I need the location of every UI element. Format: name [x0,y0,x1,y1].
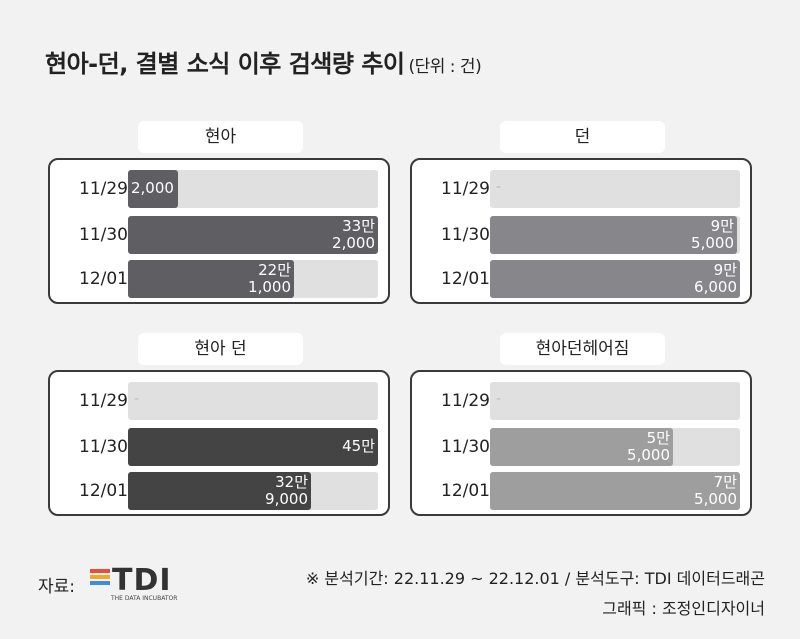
title-main: 현아-던, 결별 소식 이후 검색량 추이 [45,50,405,78]
bar-track: 45만 [128,428,378,466]
data-label: 33만 2,000 [332,218,375,252]
data-label: - [496,391,502,407]
category-label: 11/29 [79,391,128,411]
category-label: 11/29 [441,391,490,411]
bar-track: 22만 1,000 [128,260,378,298]
bar-track: - [490,382,740,420]
bar [490,428,673,466]
chart-row: 11/29- [412,382,750,420]
chart-row: 12/01 22만 1,000 [50,260,388,298]
chart-row: 12/01 9만 6,000 [412,260,750,298]
panel-title: 현아 [138,121,303,153]
data-label: 7만 5,000 [694,474,737,508]
panel-title: 던 [500,121,665,153]
chart-row: 11/29 2,000 [50,170,388,208]
chart-panel: 11/29-11/30 5만 5,000 12/01 7만 5,000 [410,370,752,516]
data-label: - [134,391,140,407]
bar-track: 2,000 [128,170,378,208]
bar-track: 7만 5,000 [490,472,740,510]
data-label: 22만 1,000 [248,262,291,296]
chart-row: 11/29- [412,170,750,208]
source-label: 자료: [38,577,76,597]
bar [128,428,378,466]
chart-row: 12/01 32만 9,000 [50,472,388,510]
category-label: 12/01 [441,269,490,289]
data-label-line: 5만 [646,429,670,447]
category-label: 11/29 [441,179,490,199]
bar-track: - [128,382,378,420]
panel-title: 현아 던 [138,333,303,365]
bar-track: 9만 5,000 [490,216,740,254]
data-label-line: 33만 [342,217,375,235]
bar-track: 33만 2,000 [128,216,378,254]
chart-panel: 11/29- 11/30 45만 12/01 32만 9,000 [48,370,390,516]
title-unit: (단위 : 건) [408,57,482,77]
data-label-line: 32만 [275,473,308,491]
bar-track: 32만 9,000 [128,472,378,510]
data-label-line: 6,000 [694,278,737,296]
data-label: - [496,179,502,195]
bar [128,472,311,510]
bar [128,216,378,254]
data-label-line: 5,000 [627,446,670,464]
data-label-line: 22만 [258,261,291,279]
panel-title: 현아던헤어짐 [500,333,665,365]
data-label: 2,000 [131,180,174,197]
analysis-note: ※ 분석기간: 22.11.29 ~ 22.12.01 / 분석도구: TDI … [305,569,765,588]
category-label: 11/30 [79,225,128,245]
chart-row: 12/01 7만 5,000 [412,472,750,510]
chart-row: 11/30 33만 2,000 [50,216,388,254]
logo-subtitle: THE DATA INCUBATOR [111,595,178,602]
bar [490,260,740,298]
chart-row: 11/30 45만 [50,428,388,466]
data-label-line: 5,000 [694,490,737,508]
chart-row: 11/29- [50,382,388,420]
chart-panel: 11/29 2,000 11/30 33만 2,000 12/01 22만 1,000 [48,158,390,304]
bar [128,170,178,208]
category-label: 12/01 [79,481,128,501]
bar-track: 9만 6,000 [490,260,740,298]
category-label: 11/30 [441,225,490,245]
bar-track: 5만 5,000 [490,428,740,466]
logo-bars-icon [90,569,112,591]
category-label: 11/29 [79,179,128,199]
data-label-line: 2,000 [332,234,375,252]
data-label-line: 9,000 [265,490,308,508]
data-label: 5만 5,000 [627,430,670,464]
chart-panel: 11/29-11/30 9만 5,000 12/01 9만 6,000 [410,158,752,304]
data-label-line: 9만 [710,217,734,235]
data-label-line: 45만 [342,437,375,455]
bar [490,472,740,510]
category-label: 11/30 [441,437,490,457]
data-label-line: 5,000 [691,234,734,252]
chart-row: 11/30 5만 5,000 [412,428,750,466]
data-label: 32만 9,000 [265,474,308,508]
bar-track: - [490,170,740,208]
bar [128,260,294,298]
data-label-line: 2,000 [131,179,174,197]
chart-row: 11/30 9만 5,000 [412,216,750,254]
graphic-credit: 그래픽 : 조정인디자이너 [602,599,765,618]
category-label: 12/01 [441,481,490,501]
data-label-line: 1,000 [248,278,291,296]
tdi-logo: TDI THE DATA INCUBATOR [90,563,180,605]
data-label: 45만 [342,438,375,455]
bar [490,216,737,254]
chart-title: 현아-던, 결별 소식 이후 검색량 추이 (단위 : 건) [45,44,482,79]
data-label-line: 9만 [713,261,737,279]
logo-text: TDI [112,563,172,598]
data-label-line: 7만 [713,473,737,491]
category-label: 11/30 [79,437,128,457]
category-label: 12/01 [79,269,128,289]
data-label: 9만 6,000 [694,262,737,296]
data-label: 9만 5,000 [691,218,734,252]
